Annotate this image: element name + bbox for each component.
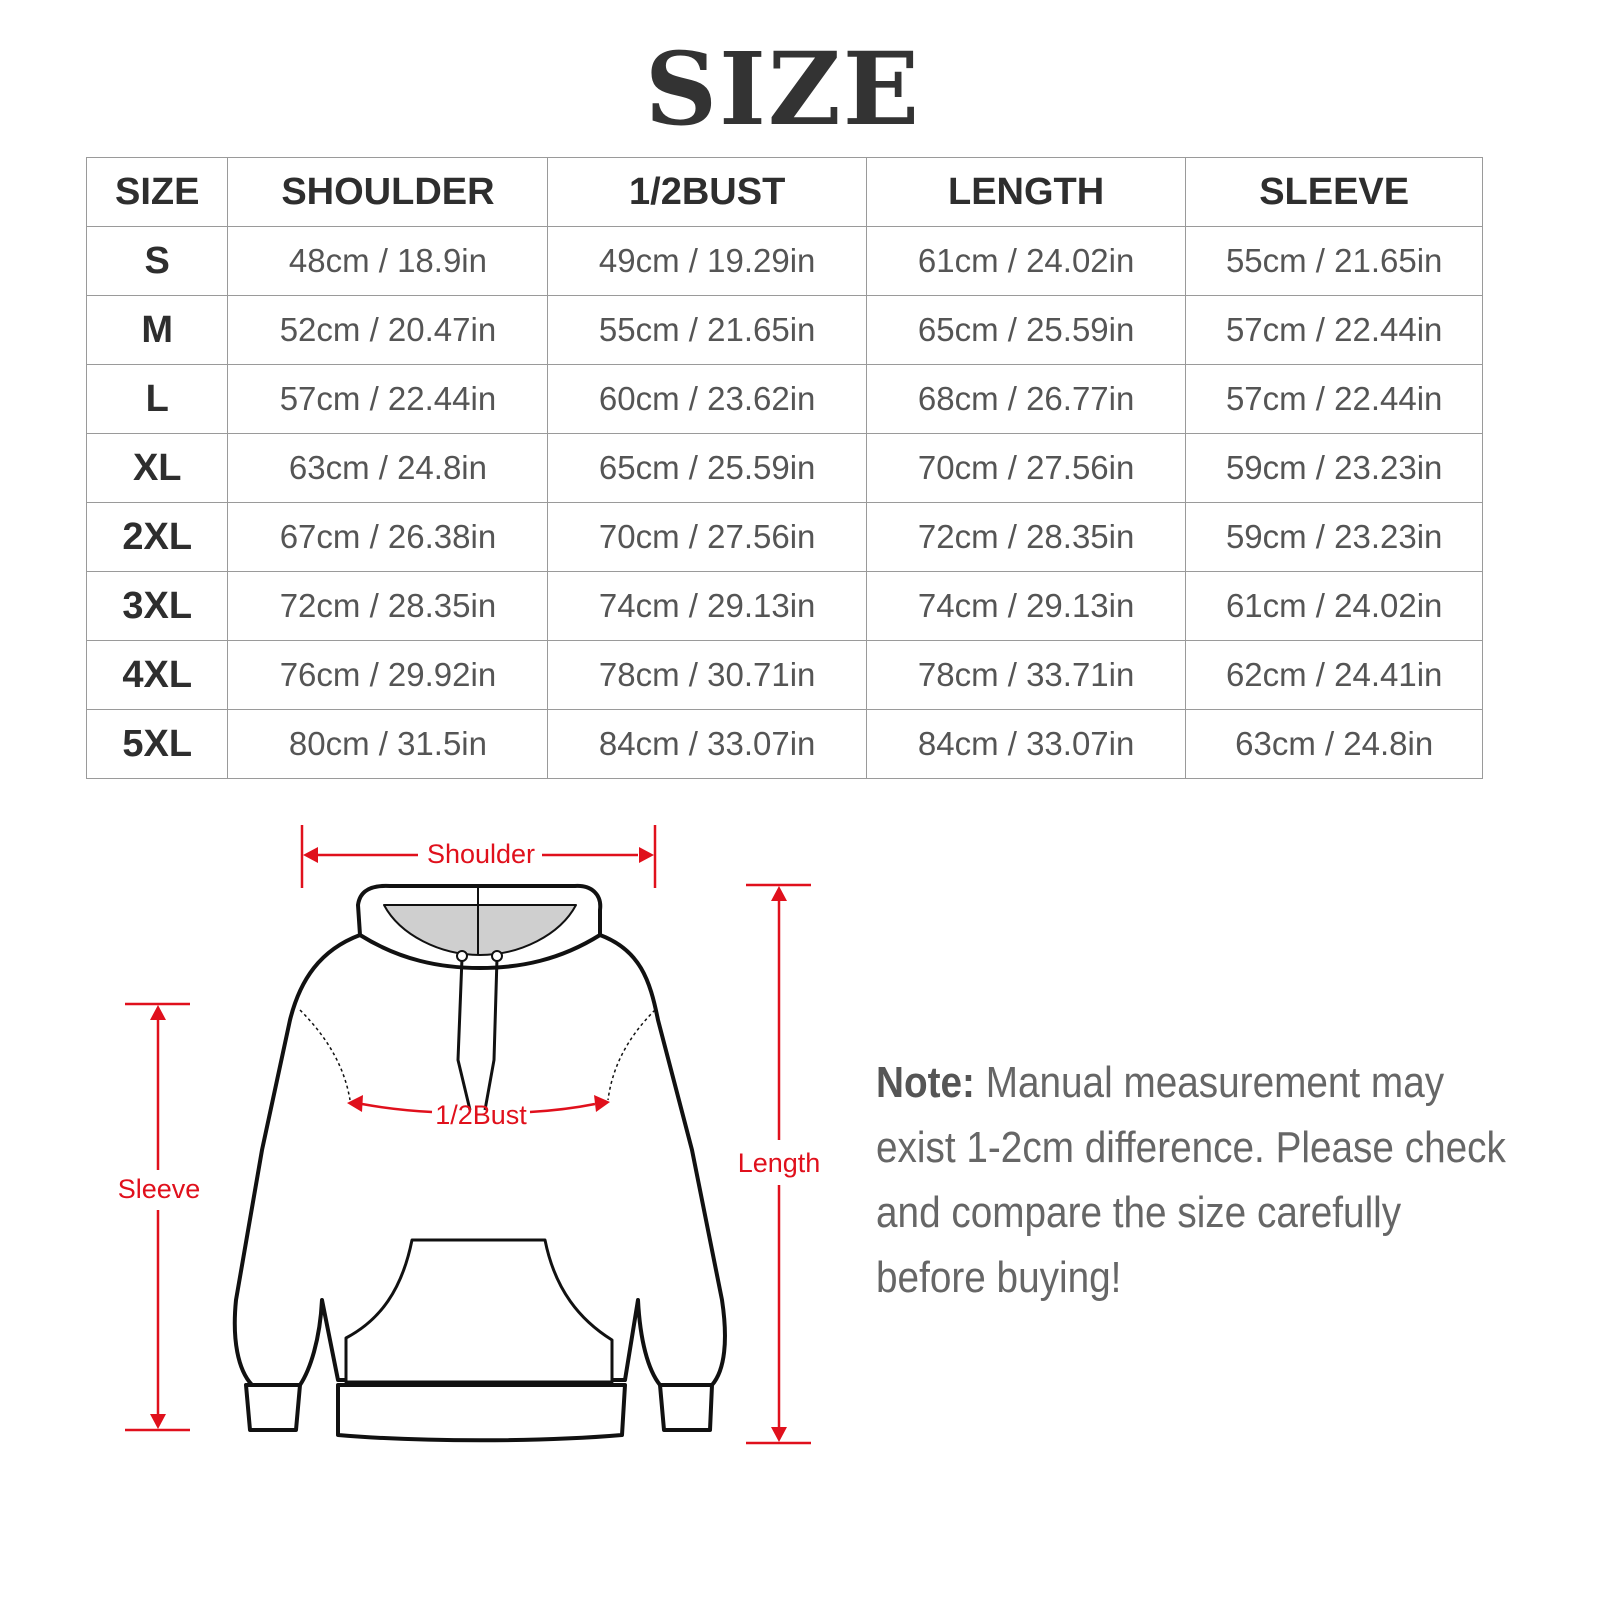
table-row: S 48cm / 18.9in 49cm / 19.29in 61cm / 24.02… [85,226,1483,296]
measurement-cell: 48cm / 18.9in [227,226,549,296]
column-header: SLEEVE [1185,157,1483,227]
hoodie-illustration [232,883,727,1443]
measurement-cell: 63cm / 24.8in [227,433,549,503]
column-header: LENGTH [865,157,1187,227]
measurement-cell: 70cm / 27.56in [547,502,867,572]
measurement-cell: 76cm / 29.92in [227,640,549,710]
measurement-cell: 52cm / 20.47in [227,295,549,365]
measurement-cell: 61cm / 24.02in [1185,571,1483,641]
column-header: 1/2BUST [547,157,867,227]
bust-label: 1/2Bust [435,1100,527,1130]
note-body: Manual measurement may exist 1-2cm diffe… [876,1058,1506,1302]
measurement-cell: 74cm / 29.13in [547,571,867,641]
size-cell: M [85,295,229,365]
measurement-cell: 59cm / 23.23in [1185,502,1483,572]
measurement-cell: 57cm / 22.44in [1185,295,1483,365]
sleeve-label: Sleeve [118,1174,201,1204]
measurement-cell: 49cm / 19.29in [547,226,867,296]
table-row: XL 63cm / 24.8in 65cm / 25.59in 70cm / 27.5… [85,433,1483,503]
table-row: 5XL 80cm / 31.5in 84cm / 33.07in 84cm / 33.… [85,709,1483,779]
size-cell: 5XL [85,709,229,779]
measurement-cell: 84cm / 33.07in [865,709,1187,779]
measurement-cell: 78cm / 30.71in [547,640,867,710]
table-row: 3XL 72cm / 28.35in 74cm / 29.13in 74cm / 29… [85,571,1483,641]
measurement-cell: 74cm / 29.13in [865,571,1187,641]
table-row: 4XL 76cm / 29.92in 78cm / 30.71in 78cm / 33… [85,640,1483,710]
table-header-row: SIZE SHOULDER 1/2BUST LENGTH SLEEVE [85,157,1483,227]
size-cell: S [85,226,229,296]
measurement-cell: 65cm / 25.59in [547,433,867,503]
note-label: Note: [876,1058,975,1107]
note-text: Note: Manual measurement may exist 1-2cm… [876,1050,1510,1310]
measurement-cell: 84cm / 33.07in [547,709,867,779]
length-label: Length [738,1148,821,1178]
measurement-cell: 62cm / 24.41in [1185,640,1483,710]
measurement-cell: 67cm / 26.38in [227,502,549,572]
measurement-cell: 55cm / 21.65in [1185,226,1483,296]
table-row: 2XL 67cm / 26.38in 70cm / 27.56in 72cm / 28… [85,502,1483,572]
measurement-cell: 65cm / 25.59in [865,295,1187,365]
table-row: M 52cm / 20.47in 55cm / 21.65in 65cm / 25.5… [85,295,1483,365]
table-row: L 57cm / 22.44in 60cm / 23.62in 68cm / 26.7… [85,364,1483,434]
size-cell: 4XL [85,640,229,710]
column-header: SIZE [85,157,229,227]
measurement-cell: 80cm / 31.5in [227,709,549,779]
measurement-cell: 72cm / 28.35in [865,502,1187,572]
measurement-cell: 60cm / 23.62in [547,364,867,434]
measurement-cell: 72cm / 28.35in [227,571,549,641]
size-cell: 3XL [85,571,229,641]
page-title: SIZE [644,30,922,148]
size-cell: XL [85,433,229,503]
measurement-cell: 68cm / 26.77in [865,364,1187,434]
measurement-cell: 63cm / 24.8in [1185,709,1483,779]
measurement-arrows [125,825,811,1445]
measurement-cell: 59cm / 23.23in [1185,433,1483,503]
measurement-cell: 61cm / 24.02in [865,226,1187,296]
measurement-cell: 55cm / 21.65in [547,295,867,365]
shoulder-label: Shoulder [427,839,535,869]
measurement-cell: 70cm / 27.56in [865,433,1187,503]
size-cell: L [85,364,229,434]
measurement-cell: 78cm / 33.71in [865,640,1187,710]
size-table: SIZE SHOULDER 1/2BUST LENGTH SLEEVE S 48cm / … [85,157,1483,779]
measurement-cell: 57cm / 22.44in [1185,364,1483,434]
